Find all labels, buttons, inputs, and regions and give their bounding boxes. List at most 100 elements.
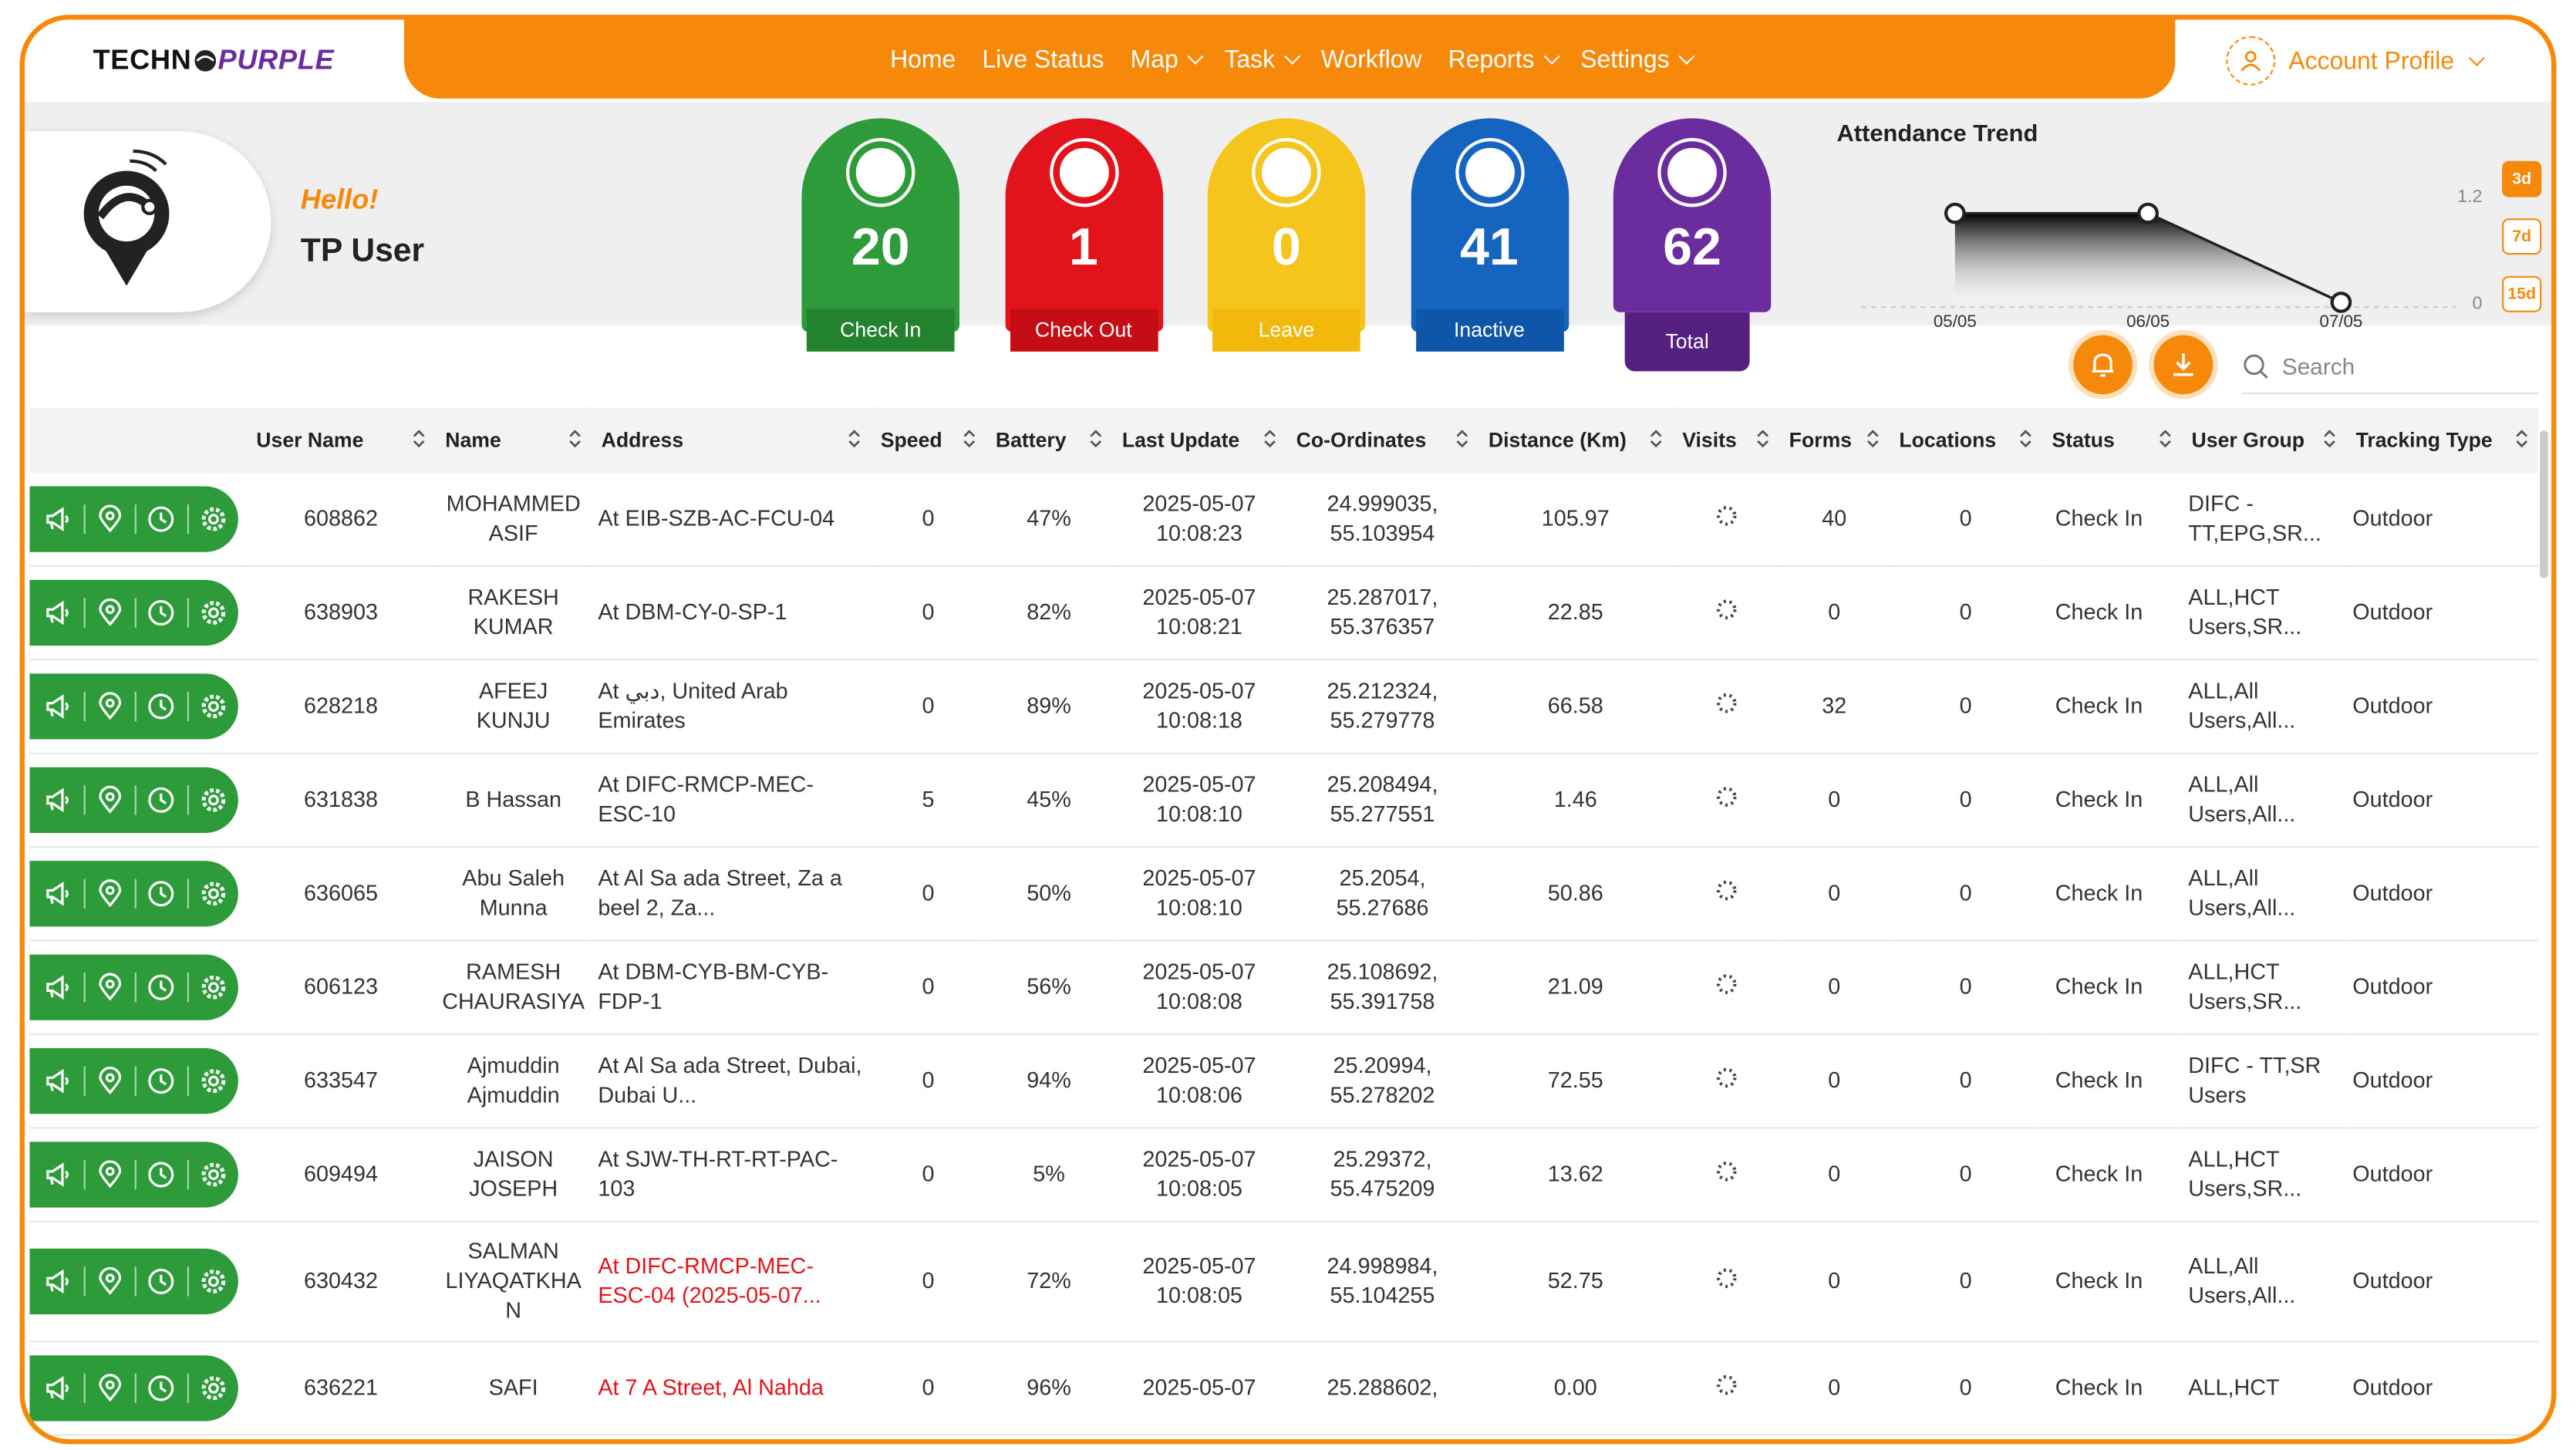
range-button[interactable]: 15d: [2502, 275, 2542, 312]
location-button[interactable]: [85, 504, 137, 534]
broadcast-button[interactable]: [33, 691, 85, 722]
table-cell: At DIFC-RMCP-MEC-ESC-10: [591, 753, 871, 848]
history-button[interactable]: [137, 1373, 188, 1404]
broadcast-button[interactable]: [33, 504, 85, 534]
nav-item[interactable]: Settings: [1580, 46, 1695, 73]
icon: [46, 787, 69, 813]
header-cell[interactable]: Speed: [870, 407, 986, 474]
nav-item[interactable]: Home: [890, 46, 956, 73]
history-button[interactable]: [137, 504, 188, 534]
broadcast-button[interactable]: [33, 785, 85, 815]
nav-item[interactable]: Live Status: [982, 46, 1104, 73]
visits-cell: [1672, 1221, 1779, 1343]
settings-button[interactable]: [188, 692, 238, 721]
table-cell: RAKESH KUMAR: [435, 565, 592, 661]
header-label: Tracking Type: [2355, 428, 2493, 452]
header-cell[interactable]: Last Update: [1112, 407, 1286, 474]
history-button[interactable]: [137, 691, 188, 722]
history-button[interactable]: [137, 785, 188, 815]
header-cell[interactable]: Locations: [1889, 407, 2042, 474]
location-button[interactable]: [85, 1373, 137, 1404]
location-button[interactable]: [85, 1066, 137, 1096]
actions-cell: [29, 753, 247, 848]
loading-spinner: [1715, 1160, 1736, 1181]
location-button[interactable]: [85, 785, 137, 815]
icon: [148, 1162, 174, 1188]
icon: [148, 1268, 174, 1294]
history-button[interactable]: [137, 1066, 188, 1096]
settings-button[interactable]: [188, 973, 238, 1002]
table-cell: 50.86: [1479, 847, 1673, 942]
icon: [46, 1269, 69, 1294]
broadcast-button[interactable]: [33, 1066, 85, 1096]
download-button[interactable]: [2153, 335, 2214, 395]
header-cell[interactable]: User Group: [2181, 407, 2346, 474]
header-cell[interactable]: Tracking Type: [2345, 407, 2539, 474]
table-cell: 0: [1889, 847, 2042, 942]
header-cell[interactable]: Co-Ordinates: [1286, 407, 1479, 474]
broadcast-button[interactable]: [33, 598, 85, 628]
header-cell[interactable]: Status: [2042, 407, 2182, 474]
icon: [201, 1376, 225, 1401]
header-cell[interactable]: Distance (Km): [1479, 407, 1673, 474]
history-button[interactable]: [137, 973, 188, 1003]
table-row: 608862 MOHAMMED ASIF At EIB-SZB-AC-FCU-04 0…: [29, 473, 2539, 567]
history-button[interactable]: [137, 1159, 188, 1190]
stat-card[interactable]: 62 Total: [1613, 118, 1772, 381]
settings-button[interactable]: [188, 1160, 238, 1189]
broadcast-button[interactable]: [33, 973, 85, 1003]
location-button[interactable]: [85, 598, 137, 628]
scrollbar[interactable]: [2540, 430, 2548, 578]
broadcast-button[interactable]: [33, 1266, 85, 1297]
settings-button[interactable]: [188, 879, 238, 909]
icon: [98, 504, 121, 533]
alerts-button[interactable]: [2073, 335, 2133, 395]
table-cell: 72.55: [1479, 1034, 1673, 1129]
table-cell: RAMESH CHAURASIYA: [435, 940, 592, 1035]
settings-button[interactable]: [188, 1266, 238, 1296]
header-label: Co-Ordinates: [1296, 428, 1427, 452]
header-cell[interactable]: Battery: [986, 407, 1113, 474]
header-cell[interactable]: Name: [435, 407, 592, 474]
location-button[interactable]: [85, 973, 137, 1003]
logo[interactable]: TECHN PURPLE: [25, 20, 403, 103]
icon: [148, 1068, 174, 1094]
nav-label: Map: [1130, 45, 1178, 73]
settings-button[interactable]: [188, 504, 238, 534]
nav-item[interactable]: Map: [1130, 45, 1204, 73]
broadcast-button[interactable]: [33, 1159, 85, 1190]
settings-button[interactable]: [188, 785, 238, 814]
history-button[interactable]: [137, 598, 188, 628]
location-button[interactable]: [85, 691, 137, 722]
settings-button[interactable]: [188, 598, 238, 627]
location-button[interactable]: [85, 1266, 137, 1297]
stat-card[interactable]: 1 Check Out: [1004, 118, 1163, 381]
visits-cell: [1672, 1034, 1779, 1129]
nav-item[interactable]: Task: [1224, 46, 1301, 73]
icon: [46, 507, 69, 531]
nav-item[interactable]: Reports: [1448, 46, 1560, 73]
header-cell[interactable]: Forms: [1779, 407, 1890, 474]
location-button[interactable]: [85, 1159, 137, 1190]
stat-card[interactable]: 41 Inactive: [1410, 118, 1569, 381]
account-menu[interactable]: Account Profile: [2226, 35, 2485, 86]
broadcast-button[interactable]: [33, 878, 85, 909]
nav-item[interactable]: Workflow: [1321, 46, 1422, 73]
visits-cell: [1672, 753, 1779, 848]
header-cell[interactable]: Visits: [1672, 407, 1779, 474]
header-cell[interactable]: User Name: [246, 407, 436, 474]
location-button[interactable]: [85, 878, 137, 909]
history-button[interactable]: [137, 1266, 188, 1297]
range-button[interactable]: 3d: [2502, 160, 2542, 197]
settings-button[interactable]: [188, 1066, 238, 1095]
broadcast-button[interactable]: [33, 1373, 85, 1404]
settings-button[interactable]: [188, 1374, 238, 1403]
stat-card[interactable]: 0 Leave: [1207, 118, 1366, 381]
search-box[interactable]: Search: [2242, 340, 2539, 395]
table-cell: ALL,All Users,All...: [2181, 847, 2346, 942]
y-tick-label: 0: [2473, 292, 2483, 312]
history-button[interactable]: [137, 878, 188, 909]
header-cell[interactable]: Address: [591, 407, 871, 474]
stat-card[interactable]: 20 Check In: [801, 118, 959, 381]
range-button[interactable]: 7d: [2502, 218, 2542, 255]
